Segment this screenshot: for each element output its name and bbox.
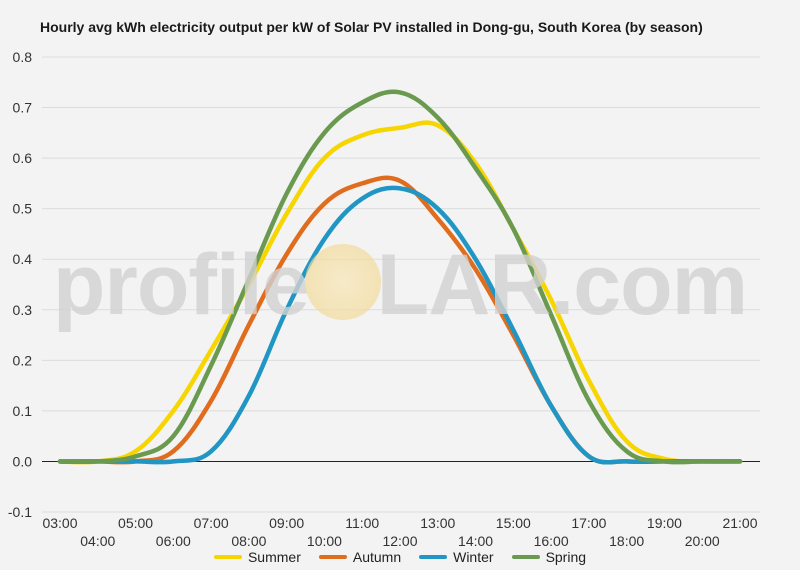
x-tick-label: 13:00 xyxy=(420,515,455,531)
x-tick-label: 06:00 xyxy=(156,533,191,549)
watermark-text-left: profile xyxy=(52,237,310,333)
y-tick-label: 0.7 xyxy=(13,100,33,116)
legend-item-winter: Winter xyxy=(419,549,494,565)
y-tick-label: 0.6 xyxy=(13,150,33,166)
legend-label: Spring xyxy=(545,549,587,565)
x-tick-label: 17:00 xyxy=(571,515,606,531)
watermark: profile LAR.com xyxy=(0,236,800,335)
y-tick-label: 0.2 xyxy=(13,352,33,368)
x-tick-label: 18:00 xyxy=(609,533,644,549)
x-tick-label: 10:00 xyxy=(307,533,342,549)
legend-swatch xyxy=(318,555,347,559)
x-tick-label: 05:00 xyxy=(118,515,153,531)
legend-label: Winter xyxy=(453,549,494,565)
series-line-spring xyxy=(57,89,743,465)
x-tick-label: 20:00 xyxy=(685,533,720,549)
x-tick-label: 19:00 xyxy=(647,515,682,531)
y-tick-label: 0.4 xyxy=(13,251,33,267)
x-tick-label: 15:00 xyxy=(496,515,531,531)
x-tick-label: 16:00 xyxy=(534,533,569,549)
x-tick-label: 07:00 xyxy=(194,515,229,531)
y-tick-label: 0.8 xyxy=(13,49,33,65)
legend-item-autumn: Autumn xyxy=(318,549,402,565)
legend-swatch xyxy=(213,555,242,559)
x-tick-label: 12:00 xyxy=(382,533,417,549)
x-tick-label: 14:00 xyxy=(458,533,493,549)
x-tick-label: 08:00 xyxy=(231,533,266,549)
legend-label: Summer xyxy=(247,549,301,565)
y-tick-label: -0.1 xyxy=(8,504,32,520)
watermark-text-right: LAR.com xyxy=(376,237,748,333)
x-tick-label: 11:00 xyxy=(345,515,379,531)
watermark-sun-icon xyxy=(304,244,381,320)
legend-swatch xyxy=(419,555,448,559)
x-tick-label: 04:00 xyxy=(80,533,115,549)
y-tick-label: 0.5 xyxy=(13,201,33,217)
legend: Summer Autumn Winter Spring xyxy=(0,549,800,565)
y-tick-label: 0.0 xyxy=(13,453,33,469)
x-tick-label: 09:00 xyxy=(269,515,304,531)
y-tick-label: 0.1 xyxy=(13,403,33,419)
legend-item-spring: Spring xyxy=(511,549,587,565)
legend-swatch xyxy=(511,555,540,559)
legend-item-summer: Summer xyxy=(213,549,301,565)
x-tick-label: 03:00 xyxy=(42,515,77,531)
x-tick-label: 21:00 xyxy=(722,515,757,531)
chart-title: Hourly avg kWh electricity output per kW… xyxy=(40,19,703,35)
series-line-winter xyxy=(57,185,743,465)
y-tick-label: 0.3 xyxy=(13,302,33,318)
legend-label: Autumn xyxy=(352,549,402,565)
series-line-summer xyxy=(57,120,743,465)
